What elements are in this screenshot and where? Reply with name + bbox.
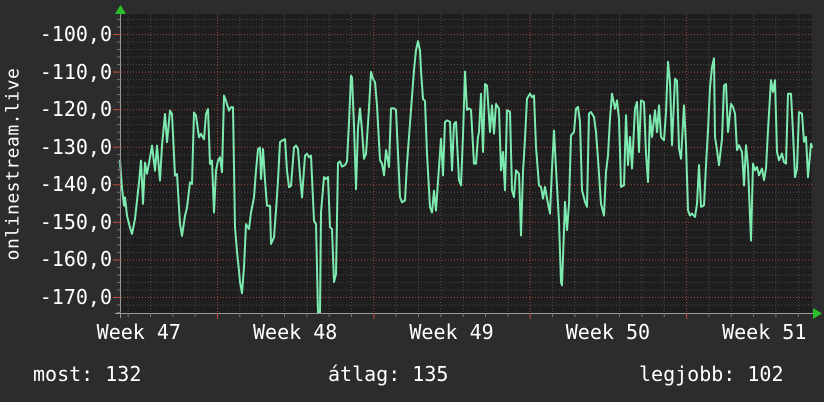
y-axis-tick-label: -110,0 <box>39 59 112 84</box>
x-axis-week-label: Week 47 <box>96 320 181 344</box>
axis-arrow-up-icon <box>115 5 126 14</box>
axis-arrow-right-icon <box>813 308 822 319</box>
plot-background <box>121 14 812 313</box>
x-axis-week-label: Week 48 <box>253 320 338 344</box>
y-axis-tick-label: -150,0 <box>39 209 112 234</box>
x-axis-week-label: Week 51 <box>722 320 807 344</box>
stat-atlag: átlag: 135 <box>328 362 449 386</box>
latency-series-line <box>119 40 813 314</box>
y-axis-tick-label: -120,0 <box>39 97 112 122</box>
stat-most: most: 132 <box>33 362 142 386</box>
y-axis-tick-label: -160,0 <box>39 247 112 272</box>
y-axis-tick-label: -170,0 <box>39 284 112 309</box>
y-axis-tick-label: -100,0 <box>39 22 112 46</box>
y-axis-tick-label: -130,0 <box>39 134 112 159</box>
x-axis-week-label: Week 49 <box>409 320 494 344</box>
x-axis-week-label: Week 50 <box>565 320 651 344</box>
y-axis-tick-label: -140,0 <box>39 172 112 197</box>
stat-legjobb: legjobb: 102 <box>639 362 784 386</box>
